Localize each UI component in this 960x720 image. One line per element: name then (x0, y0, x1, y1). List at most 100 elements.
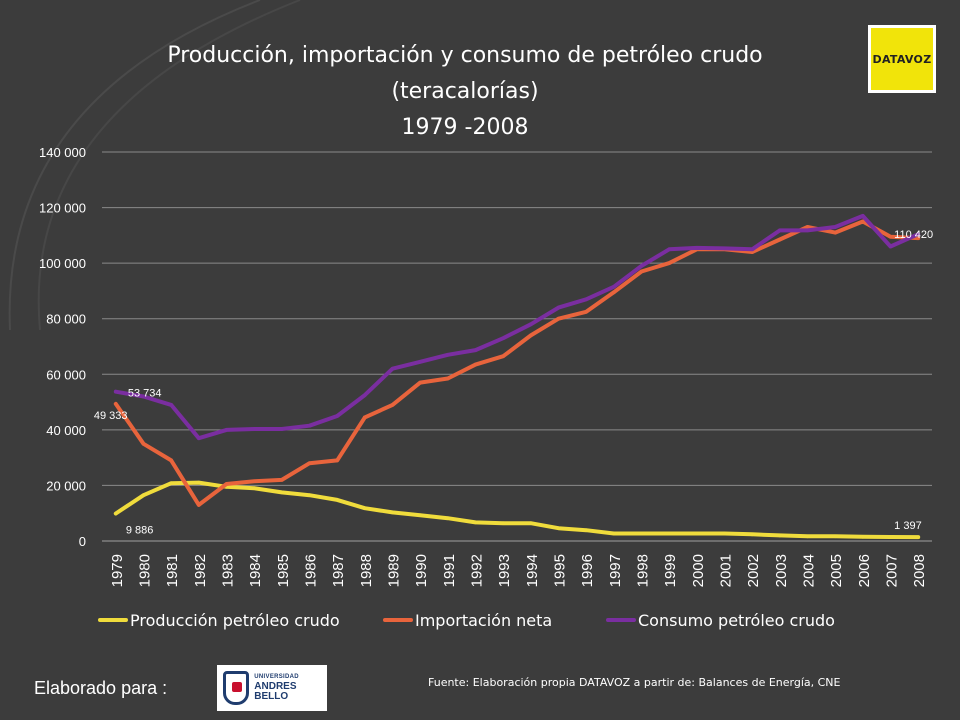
series-2-point-1981 (169, 403, 173, 407)
series-0-point-1994 (529, 521, 533, 526)
series-2-point-2003 (778, 228, 782, 233)
data-label-3: 110 420 (894, 229, 933, 241)
series-0-point-1987 (335, 498, 339, 502)
series-1-point-2006 (861, 219, 865, 224)
series-0-point-2007 (888, 535, 893, 539)
series-2-point-1995 (556, 305, 561, 310)
series-1-point-1997 (612, 290, 616, 295)
x-tick-label-1985: 1985 (275, 554, 292, 587)
series-2-point-1988 (363, 393, 367, 397)
series-2-point-2004 (805, 228, 810, 233)
series-0-point-1985 (280, 490, 284, 495)
y-tick-label-1: 20 000 (46, 478, 86, 493)
series-1-point-1995 (556, 316, 561, 321)
series-2-point-1991 (446, 353, 450, 357)
series-2-point-1999 (667, 247, 671, 252)
series-0-point-2004 (805, 534, 810, 539)
legend-label-1: Importación neta (415, 611, 552, 630)
series-0-point-1984 (252, 486, 256, 491)
series-2-point-1993 (501, 336, 505, 340)
x-tick-label-1997: 1997 (607, 554, 624, 587)
chart-title-line-3: 1979 -2008 (401, 115, 529, 140)
series-1-point-1998 (639, 269, 644, 274)
series-0-point-1980 (141, 493, 146, 497)
series-2-point-2008 (916, 232, 920, 236)
series-0-point-1991 (446, 516, 450, 521)
series-2-point-1985 (280, 427, 284, 431)
series-2-point-1998 (639, 264, 644, 268)
series-2-point-1979 (114, 389, 118, 394)
x-tick-label-1996: 1996 (579, 554, 596, 587)
x-tick-label-1981: 1981 (164, 554, 181, 587)
x-tick-label-1989: 1989 (386, 554, 403, 587)
series-2-point-1984 (252, 427, 256, 431)
series-2-point-2006 (861, 214, 865, 218)
x-tick-label-1998: 1998 (635, 554, 652, 587)
series-0-point-2002 (750, 532, 754, 537)
university-logo: UNIVERSIDAD ANDRES BELLO (217, 665, 327, 711)
y-tick-label-5: 100 000 (39, 256, 86, 271)
series-0-point-1982 (197, 480, 201, 485)
series-2-point-1989 (390, 366, 395, 371)
series-1-point-1991 (446, 376, 450, 381)
series-1-point-1999 (667, 261, 671, 265)
series-2-point-1982 (197, 436, 201, 440)
series-1-point-2004 (805, 225, 810, 229)
x-tick-label-1991: 1991 (441, 554, 458, 587)
x-tick-label-2000: 2000 (690, 554, 707, 587)
x-tick-label-1987: 1987 (330, 554, 347, 587)
y-tick-label-2: 40 000 (46, 423, 86, 438)
series-line-1 (113, 219, 921, 507)
series-1-point-1986 (307, 461, 312, 466)
series-2-point-1980 (141, 394, 146, 399)
x-tick-label-2008: 2008 (911, 554, 928, 587)
x-tick-label-1979: 1979 (109, 554, 126, 587)
series-1-point-1992 (473, 362, 478, 367)
series-0-point-1998 (639, 531, 644, 536)
series-0-point-2001 (722, 531, 727, 536)
series-0-point-1999 (667, 531, 671, 536)
series-1-point-1987 (335, 458, 339, 463)
university-crest-icon (223, 671, 250, 705)
series-1-point-2008 (916, 236, 920, 240)
series-2-point-1986 (307, 423, 312, 428)
datavoz-logo-text: DATAVOZ (872, 52, 932, 66)
series-0-point-1997 (612, 531, 616, 536)
series-2-point-2007 (888, 244, 893, 249)
series-1-point-1982 (197, 503, 201, 507)
x-tick-label-1984: 1984 (247, 554, 264, 587)
series-1-point-1996 (584, 309, 588, 314)
y-tick-label-4: 80 000 (46, 312, 86, 327)
datavoz-logo: DATAVOZ (868, 25, 936, 93)
series-1-point-1981 (169, 458, 173, 463)
series-0-point-1986 (307, 493, 312, 497)
series-1-point-2005 (833, 230, 837, 235)
chart-title: Producción, importación y consumo de pet… (100, 38, 830, 146)
series-line-0 (113, 480, 921, 540)
x-tick-label-1988: 1988 (358, 554, 375, 587)
y-tick-label-7: 140 000 (39, 145, 86, 160)
x-tick-label-1993: 1993 (496, 554, 513, 587)
x-tick-label-1992: 1992 (469, 554, 486, 587)
x-tick-label-1986: 1986 (303, 554, 320, 587)
legend-label-0: Producción petróleo crudo (130, 611, 340, 630)
series-1-point-1989 (390, 403, 395, 407)
series-2-point-1983 (224, 428, 229, 432)
series-2-point-1996 (584, 297, 588, 302)
chart-title-line-2: (teracalorías) (391, 79, 539, 104)
series-1-point-1980 (141, 441, 146, 446)
series-0-point-2005 (833, 534, 837, 539)
x-tick-label-2007: 2007 (884, 554, 901, 587)
series-1-point-1979 (114, 402, 118, 406)
y-tick-label-0: 0 (79, 534, 86, 549)
series-0-point-2000 (695, 531, 699, 536)
series-2-point-2000 (695, 246, 699, 250)
y-tick-label-6: 120 000 (39, 201, 86, 216)
x-tick-label-2003: 2003 (773, 554, 790, 587)
university-logo-top: UNIVERSIDAD (254, 674, 299, 680)
series-2-point-1994 (529, 322, 533, 327)
y-tick-label-3: 60 000 (46, 367, 86, 382)
series-line-2 (113, 213, 921, 441)
series-1-point-2007 (888, 234, 893, 239)
